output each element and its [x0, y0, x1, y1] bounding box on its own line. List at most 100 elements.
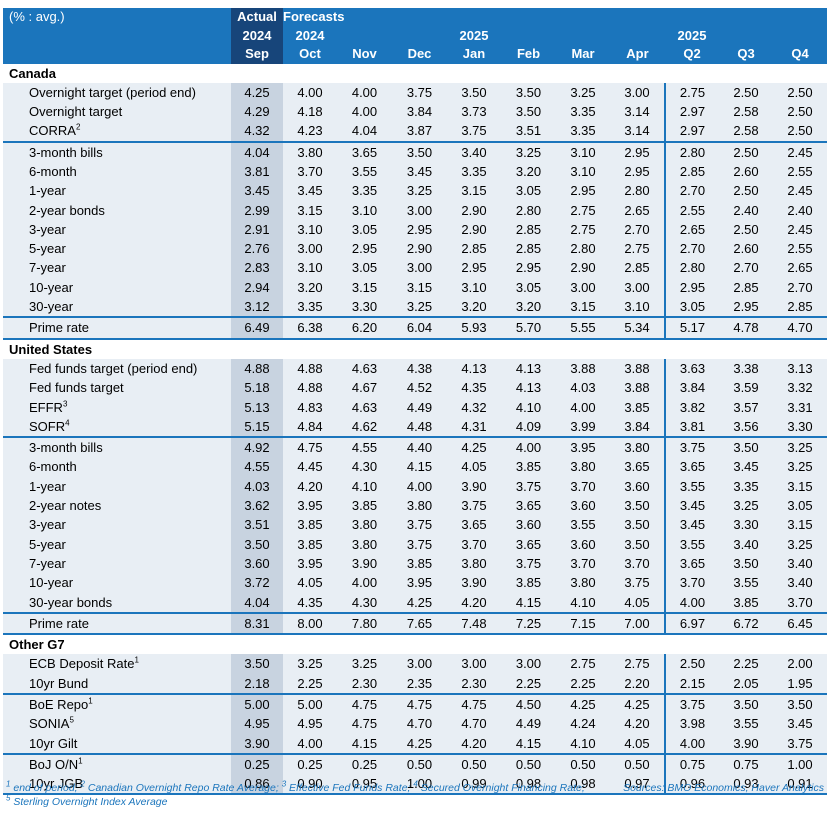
forecast-value: 3.99 [556, 416, 610, 439]
forecast-value: 2.30 [447, 673, 501, 696]
forecast-value: 4.15 [501, 592, 556, 614]
row-label: 30-year [3, 297, 231, 319]
forecast-value: 2.05 [719, 673, 773, 696]
forecast-value: 3.31 [773, 397, 827, 417]
table-row: Fed funds target (period end) 4.88 4.88 4.6… [3, 358, 827, 379]
header-cell [610, 8, 665, 27]
forecast-value: 4.25 [392, 592, 447, 614]
forecast-value: 3.85 [392, 553, 447, 574]
actual-value: 4.25 [231, 82, 283, 103]
row-label-text: 3-year [29, 221, 66, 237]
actual-value: 4.04 [231, 141, 283, 162]
row-label-text: 10-year [29, 575, 74, 591]
forecast-value: 7.80 [337, 612, 392, 636]
forecast-value: 3.20 [501, 297, 556, 319]
forecast-value: 4.13 [501, 358, 556, 379]
forecast-value: 2.58 [719, 121, 773, 143]
forecast-value: 2.25 [283, 673, 337, 696]
forecast-value: 4.00 [337, 102, 392, 122]
forecast-value: 3.60 [556, 534, 610, 554]
forecast-value: 2.50 [719, 181, 773, 201]
forecast-value: 0.91 [773, 774, 827, 796]
row-label: BoJ O/N1 [3, 753, 231, 775]
forecast-value: 3.10 [556, 141, 610, 162]
forecast-value: 3.00 [392, 654, 447, 674]
table-row: Fed funds target 5.18 4.88 4.67 4.52 4.35 4.13… [3, 378, 827, 398]
forecast-value: 4.49 [501, 714, 556, 734]
forecast-value: 2.85 [501, 239, 556, 259]
forecast-value: 3.35 [556, 121, 610, 143]
forecast-value: 3.00 [501, 654, 556, 674]
row-label: 7-year [3, 258, 231, 278]
actual-value: 3.72 [231, 573, 283, 593]
forecast-value: 4.20 [447, 592, 501, 614]
forecast-value: 3.59 [719, 378, 773, 398]
forecast-value: 3.38 [719, 358, 773, 379]
row-label-text: 5-year [29, 536, 66, 552]
forecast-value: 3.10 [610, 297, 665, 319]
forecast-value: 0.99 [447, 774, 501, 796]
header-cell [773, 8, 827, 27]
forecast-value: 6.72 [719, 612, 773, 636]
actual-value: 3.90 [231, 733, 283, 755]
forecast-value: 4.00 [664, 733, 719, 755]
forecast-value: 3.65 [664, 553, 719, 574]
forecast-value: 0.96 [664, 774, 719, 796]
forecast-value: 2.60 [719, 239, 773, 259]
forecast-value: 6.45 [773, 612, 827, 636]
table-row: 30-year 3.12 3.35 3.30 3.25 3.20 3.20 3.15 3.10 3… [3, 297, 827, 319]
forecast-value: 2.58 [719, 102, 773, 122]
forecast-value: 3.40 [773, 573, 827, 593]
forecast-value: 1.95 [773, 673, 827, 696]
forecast-value: 4.75 [337, 694, 392, 715]
forecast-value: 3.14 [610, 121, 665, 143]
actual-value: 2.91 [231, 219, 283, 240]
forecast-value: 3.84 [664, 378, 719, 398]
forecast-value: 3.65 [447, 515, 501, 535]
actual-value: 3.45 [231, 181, 283, 201]
row-label: 3-month bills [3, 141, 231, 162]
forecast-value: 2.50 [773, 102, 827, 122]
section-title: Canada [3, 63, 827, 83]
rates-table: (% : avg.) Actual Forecasts 2024 2024 2025 202… [3, 8, 827, 796]
forecast-value: 3.55 [719, 573, 773, 593]
forecast-value: 3.85 [501, 573, 556, 593]
forecast-value: 2.95 [501, 258, 556, 278]
forecast-value: 2.85 [664, 161, 719, 182]
row-label-text: SONIA [29, 716, 70, 732]
table-row: SONIA5 4.95 4.95 4.75 4.70 4.70 4.49 4.24 4.20 3.… [3, 714, 827, 734]
forecast-value: 4.25 [392, 733, 447, 755]
actual-value: 4.03 [231, 476, 283, 497]
forecast-value: 3.73 [447, 102, 501, 122]
forecast-value: 3.15 [773, 476, 827, 497]
row-label: Overnight target [3, 102, 231, 122]
row-label: 6-month [3, 161, 231, 182]
forecast-value: 3.70 [556, 476, 610, 497]
forecast-value: 5.34 [610, 317, 665, 340]
forecast-value: 3.45 [392, 161, 447, 182]
row-label-text: 6-month [29, 163, 77, 179]
table-row: 1-year 4.03 4.20 4.10 4.00 3.90 3.75 3.70 3.60 3.… [3, 476, 827, 497]
row-label-text: ECB Deposit Rate [29, 656, 135, 672]
forecast-value: 2.40 [773, 200, 827, 220]
table-row: 10yr Bund 2.18 2.25 2.30 2.35 2.30 2.25 2.25 2.2… [3, 673, 827, 696]
forecast-value: 3.50 [392, 141, 447, 162]
forecast-value: 3.95 [556, 437, 610, 458]
forecast-value: 3.10 [283, 219, 337, 240]
header-cell [719, 26, 773, 45]
forecast-value: 5.93 [447, 317, 501, 340]
row-label: 3-month bills [3, 437, 231, 458]
row-label: EFFR3 [3, 397, 231, 417]
forecast-value: 3.50 [610, 496, 665, 516]
forecast-value: 4.00 [501, 437, 556, 458]
forecast-value: 3.95 [392, 573, 447, 593]
forecast-value: 2.95 [447, 258, 501, 278]
forecast-value: 2.50 [719, 82, 773, 103]
actual-value: 8.31 [231, 612, 283, 636]
row-label: 2-year notes [3, 496, 231, 516]
header-cell: Q4 [773, 45, 827, 64]
row-label: ECB Deposit Rate1 [3, 654, 231, 674]
forecast-value: 2.50 [719, 141, 773, 162]
forecast-value: 4.00 [556, 397, 610, 417]
forecast-value: 3.81 [664, 416, 719, 439]
